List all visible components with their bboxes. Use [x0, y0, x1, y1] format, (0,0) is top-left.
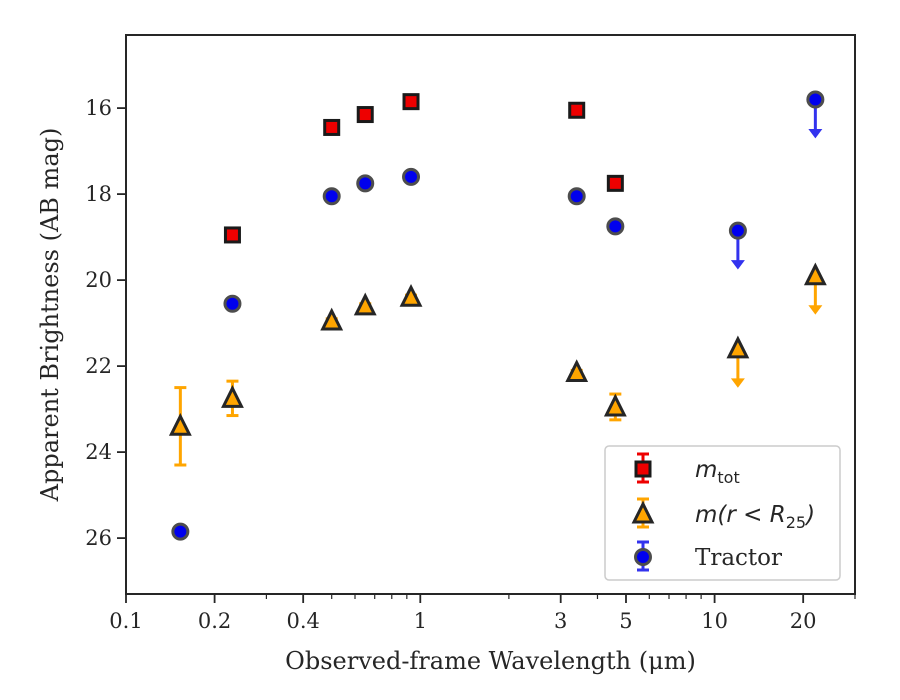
- marker-triangle: [353, 292, 377, 316]
- marker-circle: [356, 174, 375, 193]
- marker-circle: [322, 187, 341, 206]
- data-point: [728, 221, 747, 270]
- x-tick-label: 0.2: [198, 609, 231, 633]
- x-tick-label: 1: [414, 609, 427, 633]
- data-point: [223, 226, 241, 244]
- x-tick-label: 0.1: [109, 609, 142, 633]
- marker-triangle: [726, 335, 750, 359]
- x-tick-label: 10: [701, 609, 728, 633]
- marker-square: [568, 101, 586, 119]
- data-point: [803, 262, 827, 315]
- y-tick-label: 26: [85, 526, 112, 550]
- data-point: [726, 335, 750, 388]
- upper-limit-arrowhead: [730, 260, 745, 270]
- legend-label-end: ): [804, 502, 815, 528]
- marker-triangle: [603, 393, 627, 417]
- data-point: [402, 167, 421, 186]
- axes: [125, 34, 856, 595]
- data-point: [606, 217, 625, 236]
- legend-label: mtot: [695, 457, 740, 487]
- data-point: [603, 392, 627, 422]
- legend-marker-triangle: [631, 500, 655, 524]
- marker-triangle: [168, 412, 192, 436]
- marker-circle: [171, 522, 190, 541]
- marker-circle: [606, 217, 625, 236]
- marker-square: [606, 174, 624, 192]
- data-point: [356, 174, 375, 193]
- marker-circle: [728, 221, 747, 240]
- marker-square: [223, 226, 241, 244]
- marker-triangle: [221, 384, 244, 408]
- data-point: [356, 106, 374, 124]
- legend: mtot m(r < R25) Tractor: [604, 445, 841, 581]
- series-m_tot: [223, 93, 624, 244]
- legend-label: m(r < R25): [695, 502, 815, 532]
- upper-limit-arrowhead: [808, 305, 823, 315]
- marker-circle: [223, 294, 242, 313]
- series-m_r25: [168, 262, 827, 467]
- legend-label-main: m(r < R: [695, 502, 786, 528]
- marker-triangle: [320, 307, 344, 331]
- data-point: [322, 187, 341, 206]
- x-tick-label: 20: [790, 609, 817, 633]
- x-axis-title: Observed-frame Wavelength (μm): [285, 647, 696, 675]
- marker-circle: [567, 187, 586, 206]
- data-point: [353, 292, 377, 316]
- data-point: [606, 174, 624, 192]
- upper-limit-arrowhead: [808, 129, 823, 139]
- data-point: [567, 187, 586, 206]
- marker-triangle: [565, 359, 589, 383]
- series-tractor: [171, 90, 825, 541]
- legend-label-main: m: [695, 457, 717, 483]
- data-point: [399, 283, 423, 307]
- data-point: [320, 307, 344, 331]
- data-point: [323, 118, 341, 136]
- marker-square: [402, 93, 420, 111]
- marker-triangle: [803, 262, 827, 286]
- y-tick-label: 18: [85, 182, 112, 206]
- data-point: [221, 379, 244, 418]
- y-axis-title: Apparent Brightness (AB mag): [36, 128, 64, 503]
- data-point: [171, 522, 190, 541]
- legend-entry-tractor: Tractor: [634, 540, 782, 572]
- axis-ticks: 0.1 0.2 0.4 1 3 5 10 20 16 18 20 22 24 26: [85, 96, 856, 633]
- data-point: [223, 294, 242, 313]
- marker-circle: [806, 90, 825, 109]
- y-tick-label: 20: [85, 268, 112, 292]
- data-point: [565, 359, 589, 383]
- legend-marker-square: [634, 460, 652, 478]
- data-point: [806, 90, 825, 139]
- legend-label-sub: 25: [786, 513, 806, 532]
- marker-triangle: [399, 283, 423, 307]
- y-tick-label: 16: [85, 96, 112, 120]
- data-point: [568, 101, 586, 119]
- legend-box: [604, 445, 841, 581]
- data-point: [402, 93, 420, 111]
- x-tick-label: 5: [619, 609, 632, 633]
- x-tick-label: 0.4: [286, 609, 319, 633]
- marker-square: [323, 118, 341, 136]
- marker-square: [356, 106, 374, 124]
- upper-limit-arrowhead: [730, 378, 745, 388]
- plot-frame: [125, 34, 856, 595]
- marker-circle: [402, 167, 421, 186]
- y-tick-label: 24: [85, 440, 112, 464]
- legend-marker-circle: [634, 548, 652, 566]
- x-tick-label: 3: [554, 609, 567, 633]
- data-point: [168, 386, 192, 467]
- y-tick-label: 22: [85, 354, 112, 378]
- legend-entry-m_r25: m(r < R25): [631, 497, 815, 532]
- legend-label-sub: tot: [717, 468, 739, 487]
- legend-entry-m_tot: mtot: [634, 452, 740, 487]
- data-points: [168, 90, 827, 541]
- legend-label: Tractor: [695, 545, 782, 571]
